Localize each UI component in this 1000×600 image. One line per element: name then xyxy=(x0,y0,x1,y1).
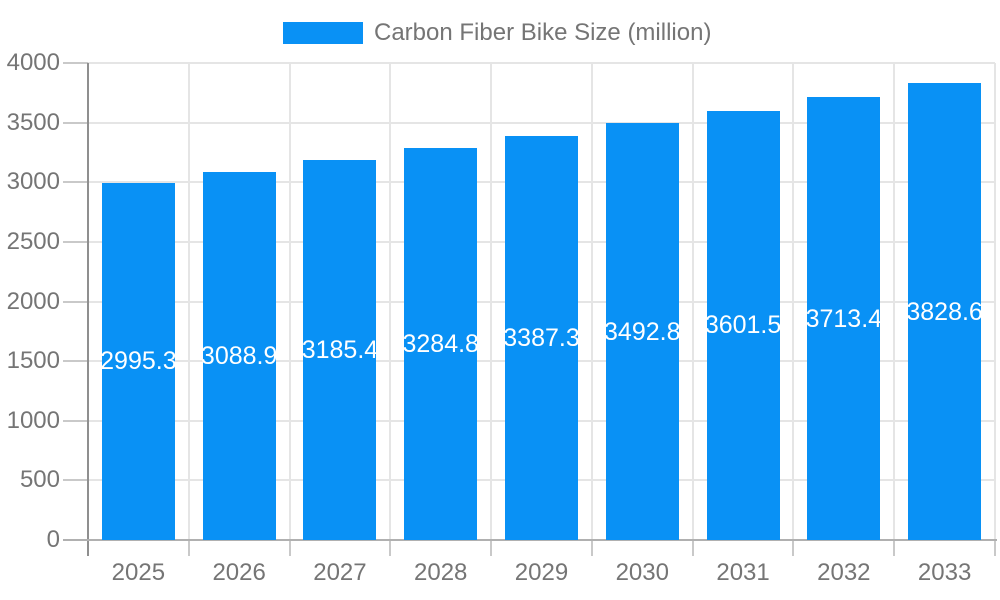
y-axis-tick xyxy=(63,419,88,422)
y-tick-label: 0 xyxy=(46,526,60,553)
x-tick-label: 2025 xyxy=(111,559,166,586)
bar-2028[interactable] xyxy=(404,148,478,540)
bar-value-label: 3713.4 xyxy=(805,304,883,333)
x-gridline xyxy=(490,63,493,540)
x-gridline xyxy=(893,63,896,540)
x-tick-label: 2033 xyxy=(917,559,972,586)
y-gridline xyxy=(88,121,995,124)
bar-2031[interactable] xyxy=(706,110,780,540)
bar-value-label: 3601.5 xyxy=(704,311,782,340)
bar-value-label: 3828.6 xyxy=(906,297,983,326)
bar-value-label: 3284.8 xyxy=(402,330,479,359)
x-tick-label: 2026 xyxy=(212,559,266,586)
y-tick-label: 4000 xyxy=(6,49,60,76)
bar-2027[interactable] xyxy=(303,160,377,540)
x-gridline xyxy=(994,63,996,540)
x-axis-tick xyxy=(187,540,190,556)
x-axis-tick xyxy=(590,540,593,556)
x-axis-tick xyxy=(490,540,493,556)
y-axis-tick xyxy=(63,479,88,482)
bar-2033[interactable] xyxy=(908,83,982,540)
legend-swatch-icon xyxy=(283,21,363,44)
y-axis-tick xyxy=(63,62,88,64)
y-axis-tick xyxy=(63,240,88,243)
y-axis-tick xyxy=(63,360,88,363)
y-axis-line xyxy=(87,63,89,556)
x-gridline xyxy=(691,63,694,540)
y-tick-label: 2000 xyxy=(6,287,60,315)
y-tick-label: 3000 xyxy=(6,168,60,196)
y-tick-label: 3500 xyxy=(6,108,60,136)
x-tick-label: 2028 xyxy=(414,559,468,586)
x-axis-tick xyxy=(893,540,896,556)
bar-value-label: 2995.3 xyxy=(100,347,177,376)
x-tick-label: 2029 xyxy=(514,559,569,586)
legend[interactable]: Carbon Fiber Bike Size (million) xyxy=(283,19,711,46)
legend-label: Carbon Fiber Bike Size (million) xyxy=(374,19,712,46)
x-gridline xyxy=(792,63,795,540)
y-axis-tick xyxy=(63,300,88,303)
y-gridline xyxy=(88,62,995,64)
x-tick-label: 2030 xyxy=(615,559,669,586)
bar-2029[interactable] xyxy=(505,136,578,540)
bar-value-label: 3088.9 xyxy=(200,341,278,370)
bar-value-label: 3387.3 xyxy=(503,324,580,353)
y-axis-tick xyxy=(63,121,88,124)
y-axis-tick xyxy=(63,181,88,184)
bar-value-label: 3492.8 xyxy=(604,317,681,346)
x-gridline xyxy=(288,63,291,540)
x-tick-label: 2031 xyxy=(716,559,770,586)
bar-2025[interactable] xyxy=(101,182,175,540)
x-gridline xyxy=(187,63,190,540)
x-axis-tick xyxy=(792,540,795,556)
x-axis-line xyxy=(63,539,997,541)
x-axis-tick xyxy=(994,540,996,556)
bar-2032[interactable] xyxy=(807,97,881,540)
x-tick-label: 2027 xyxy=(313,559,367,586)
x-gridline xyxy=(389,63,392,540)
y-tick-label: 1000 xyxy=(6,406,60,434)
y-tick-label: 500 xyxy=(19,466,60,494)
bar-value-label: 3185.4 xyxy=(301,336,379,365)
x-gridline xyxy=(590,63,593,540)
y-tick-label: 2500 xyxy=(6,227,60,255)
x-axis-tick xyxy=(691,540,694,556)
x-axis-tick xyxy=(389,540,392,556)
x-axis-tick xyxy=(288,540,291,556)
bar-2026[interactable] xyxy=(202,171,276,540)
y-tick-label: 1500 xyxy=(6,347,60,375)
bar-2030[interactable] xyxy=(605,123,679,540)
x-tick-label: 2032 xyxy=(817,559,871,586)
